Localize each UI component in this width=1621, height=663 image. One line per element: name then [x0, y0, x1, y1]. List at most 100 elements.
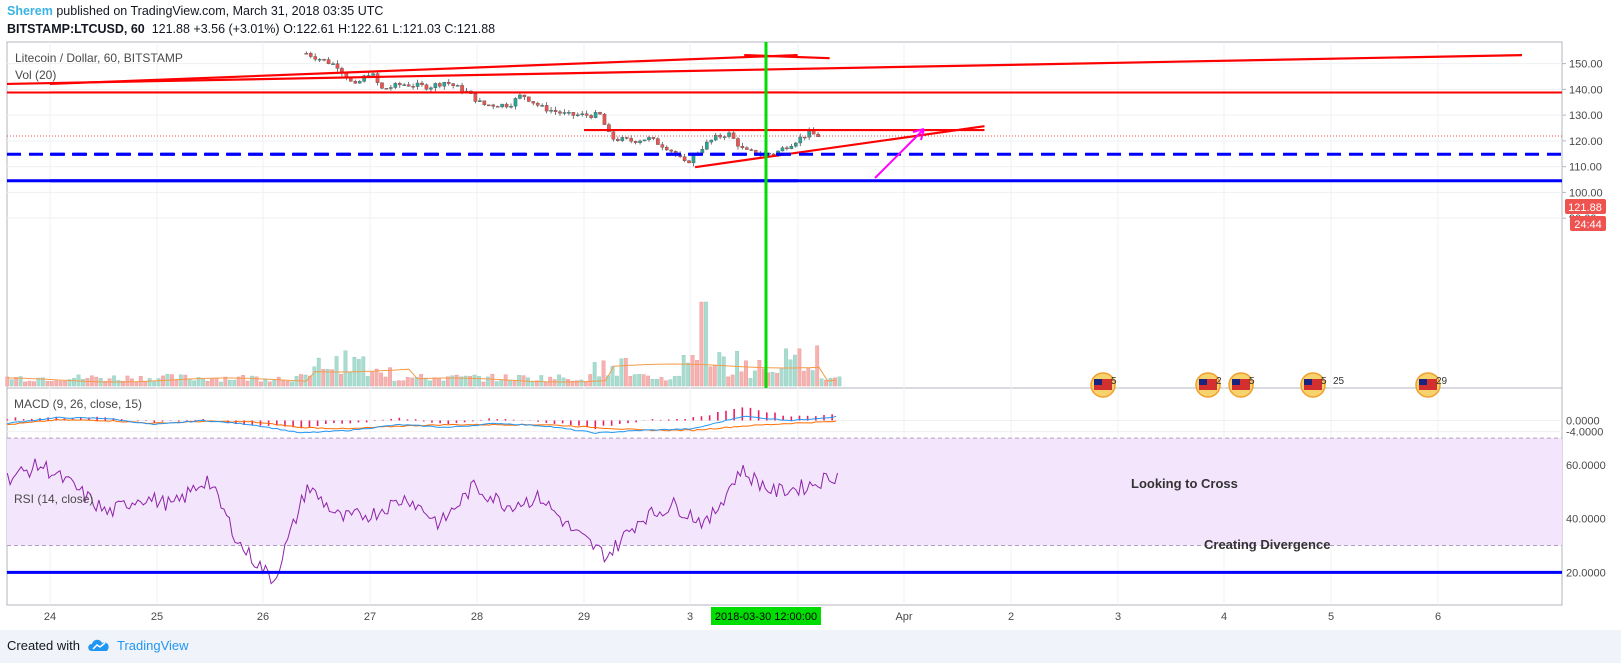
- event-count-label: 25: [1333, 376, 1345, 387]
- candle-body: [705, 141, 709, 150]
- candle-body: [331, 63, 335, 65]
- event-count-label: 5: [1321, 376, 1327, 387]
- candle-body: [816, 133, 820, 138]
- symbol-line: BITSTAMP:LTCUSD, 60 121.88 +3.56 (+3.01%…: [7, 22, 495, 36]
- volume-bar: [285, 381, 290, 387]
- volume-bar: [374, 368, 379, 387]
- candle-body: [420, 82, 424, 85]
- candle-body: [397, 83, 402, 86]
- volume-bar: [205, 381, 210, 387]
- volume-bar: [236, 376, 241, 387]
- tradingview-cloud-icon[interactable]: [86, 635, 112, 655]
- volume-bar: [686, 362, 691, 387]
- candle-body: [789, 145, 794, 150]
- candle-body: [491, 104, 496, 107]
- event-count-label: 29: [1436, 376, 1448, 387]
- volume-bar: [450, 375, 455, 387]
- rsi-tick-label: 40.0000: [1566, 514, 1606, 526]
- change: +3.56 (+3.01%): [193, 22, 280, 36]
- volume-bar: [218, 381, 223, 387]
- event-flag[interactable]: 2: [1195, 372, 1222, 398]
- candle-body: [308, 53, 313, 57]
- volume-bar: [356, 359, 361, 387]
- volume-bar: [695, 360, 699, 387]
- volume-bar: [445, 376, 450, 387]
- event-flag[interactable]: 29: [1415, 372, 1448, 398]
- volume-bar: [717, 352, 722, 387]
- volume-bar: [441, 380, 446, 387]
- candle-body: [527, 96, 531, 102]
- volume-bar: [129, 378, 134, 387]
- volume-bar: [428, 380, 432, 387]
- volume-bar: [477, 376, 481, 387]
- volume-bar: [752, 370, 757, 387]
- macd-tick-label: 0.0000: [1566, 416, 1600, 428]
- event-count-label: 2: [1216, 376, 1222, 387]
- target-arrow: [874, 128, 925, 179]
- chart-canvas[interactable]: 5 2 5 5 25 29 Litecoin / Dollar, 60, BITSTAMP…: [0, 0, 1621, 630]
- volume-bar: [610, 365, 615, 387]
- candle-body: [482, 100, 487, 106]
- volume-bar: [348, 371, 352, 387]
- candle-body: [393, 83, 398, 88]
- volume-bar: [748, 378, 753, 387]
- symbol: BITSTAMP:LTCUSD, 60: [7, 22, 145, 36]
- time-axis: 24252627282931Apr23456: [44, 611, 1441, 623]
- macd-line: [7, 415, 837, 435]
- candle-body: [406, 84, 411, 87]
- flag-canton: [1094, 379, 1102, 385]
- flag-canton: [1304, 379, 1312, 385]
- candle-body: [509, 105, 513, 108]
- volume-bar: [837, 376, 842, 387]
- event-flag[interactable]: 5: [1228, 372, 1255, 398]
- volume-bar: [810, 370, 815, 387]
- volume-bar: [463, 375, 468, 387]
- rsi-band-fill: [7, 438, 1562, 546]
- event-count-label: 5: [1249, 376, 1255, 387]
- volume-bar: [103, 380, 108, 387]
- event-flag[interactable]: 5 25: [1300, 372, 1345, 398]
- volume-ma-line: [7, 363, 837, 383]
- created-with: Created with: [7, 638, 80, 653]
- author-link[interactable]: Sherem: [7, 4, 53, 18]
- event-flag[interactable]: 5: [1090, 372, 1117, 398]
- volume-bar: [72, 378, 76, 387]
- macd-tick-label: -4.0000: [1566, 427, 1603, 439]
- volume-bar: [659, 377, 664, 387]
- volume-bar: [708, 366, 713, 387]
- candle-body: [504, 103, 509, 108]
- candle-body: [660, 144, 665, 148]
- volume-bar: [334, 356, 339, 387]
- volume-bar: [419, 374, 424, 387]
- price-tick-label: 150.00: [1569, 59, 1603, 71]
- volume-bar: [592, 362, 597, 387]
- high-value: 122.61: [350, 22, 389, 36]
- volume-bar: [36, 377, 41, 387]
- flag-stripes: [1419, 379, 1437, 390]
- candle-body: [322, 58, 326, 61]
- volume-bar: [339, 373, 343, 387]
- candle-body: [664, 147, 669, 151]
- volume-bar: [67, 379, 72, 387]
- candle-body: [740, 146, 745, 148]
- volume-bar: [388, 367, 392, 387]
- volume-bar: [557, 374, 561, 387]
- candle-body: [642, 139, 647, 142]
- flag-canton: [1199, 379, 1207, 385]
- main-pane[interactable]: [6, 41, 1563, 389]
- volume-bar: [615, 375, 619, 387]
- candle-body: [411, 86, 415, 88]
- volume-bar: [32, 381, 36, 387]
- candles: [7, 51, 1562, 167]
- volume-bar: [623, 358, 628, 387]
- volume-bar: [472, 374, 477, 387]
- macd-legend: MACD (9, 26, close, 15): [14, 397, 142, 411]
- rsi-line: [6, 458, 838, 585]
- volume-bar: [534, 380, 539, 387]
- candle-body: [722, 136, 727, 138]
- candle-body: [549, 110, 553, 112]
- volume-bar: [121, 380, 125, 387]
- candle-body: [384, 88, 389, 90]
- tradingview-link[interactable]: TradingView: [117, 638, 189, 653]
- volume-bar: [579, 379, 584, 387]
